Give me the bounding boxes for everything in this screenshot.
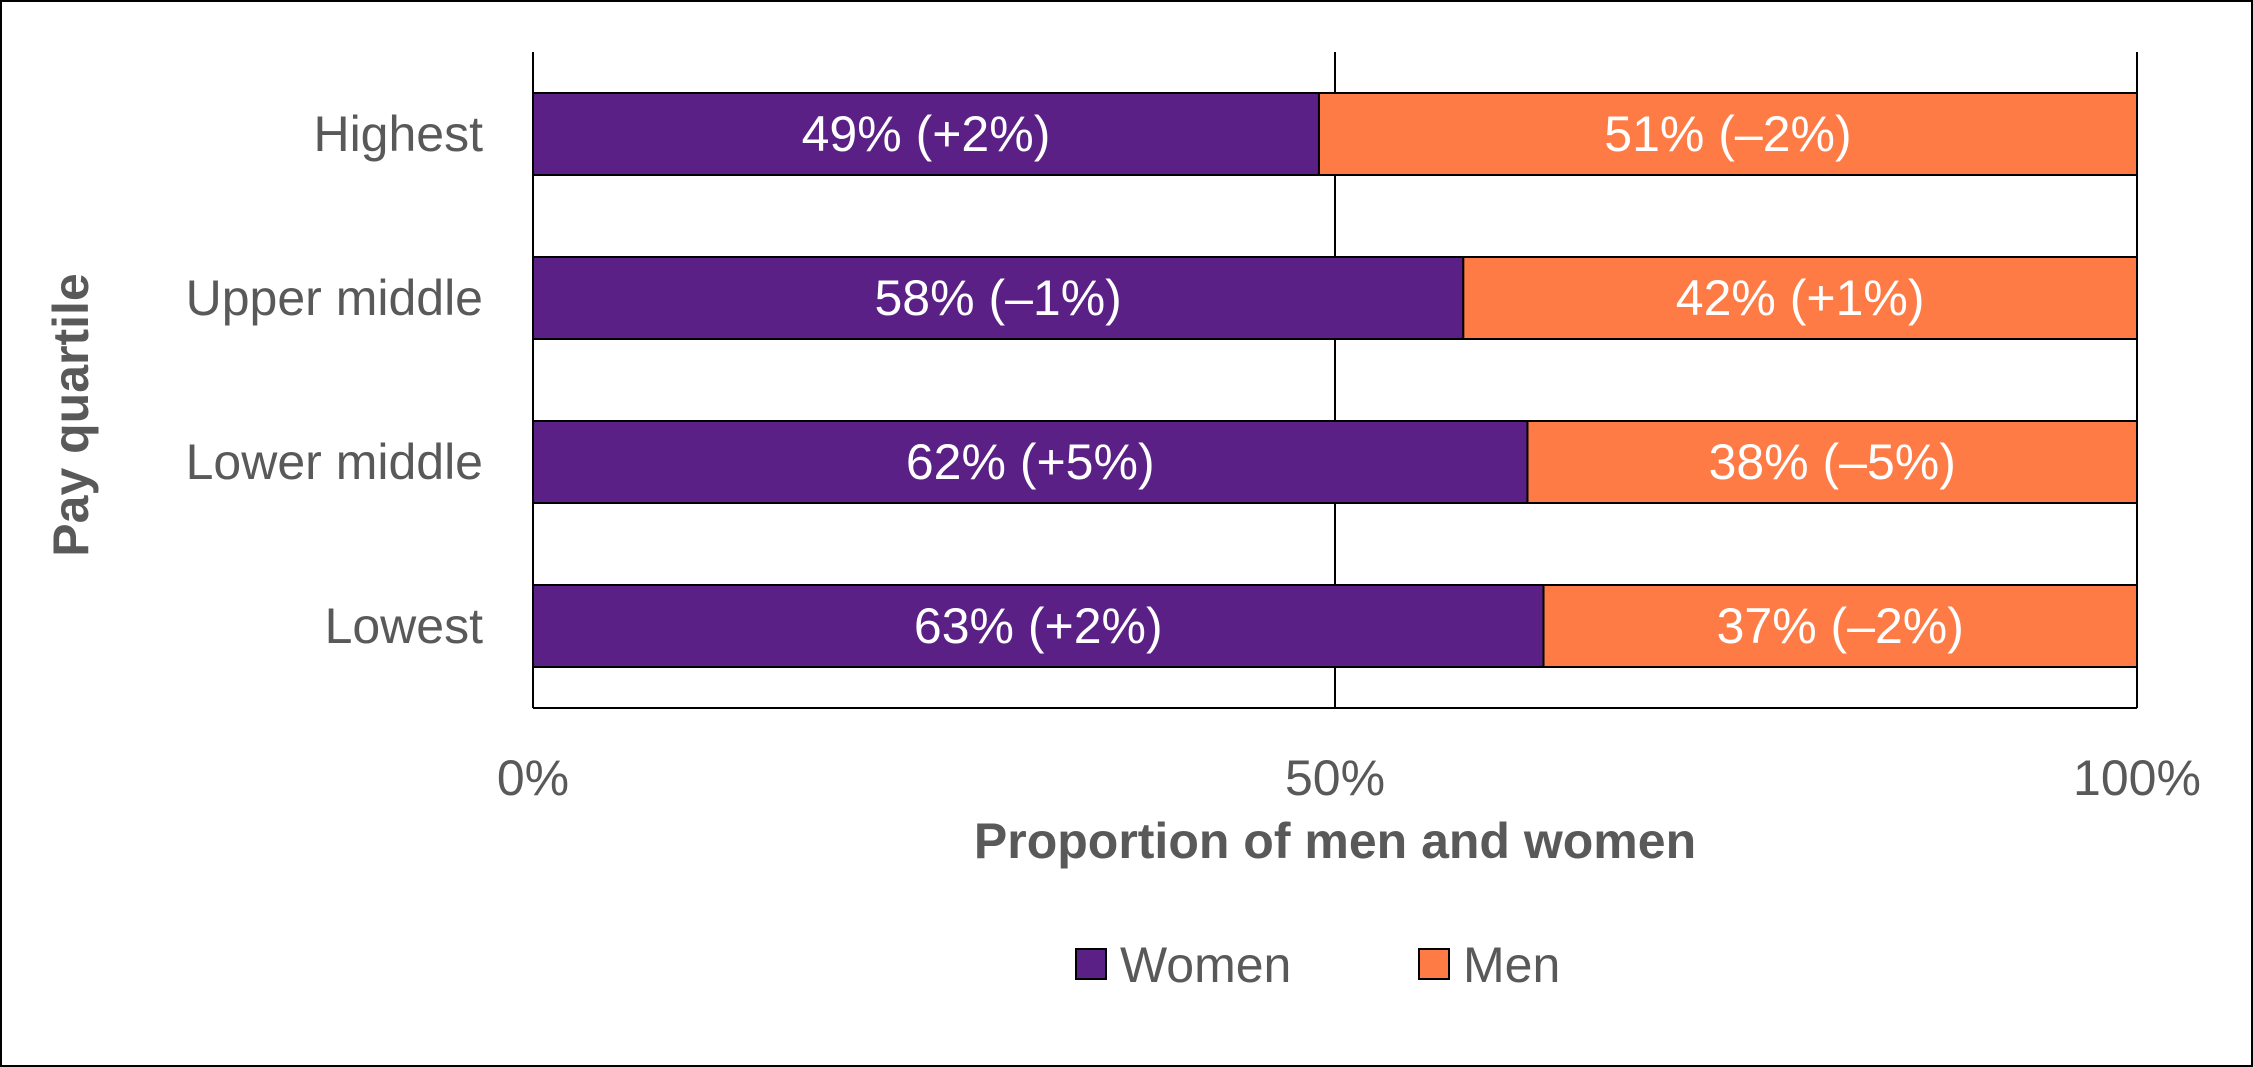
- category-label-0: Highest: [313, 106, 483, 162]
- bar-women-2: [532, 420, 1529, 504]
- legend-swatch-men: [1418, 948, 1450, 980]
- bar-labels: 49% (+2%) 51% (–2%) 58% (–1%) 42% (+1%) 62% …: [802, 106, 1964, 654]
- data-label-women-2: 62% (+5%): [906, 434, 1155, 490]
- data-label-men-2: 38% (–5%): [1709, 434, 1956, 490]
- category-label-1: Upper middle: [186, 270, 483, 326]
- category-labels: Highest Upper middle Lower middle Lowest: [186, 106, 483, 654]
- x-tick-label-2: 100%: [2073, 750, 2201, 806]
- data-label-men-0: 51% (–2%): [1604, 106, 1851, 162]
- bar-women-0: [532, 92, 1320, 176]
- bar-men-3: [1542, 584, 2138, 668]
- bar-men-0: [1317, 92, 2138, 176]
- data-label-women-1: 58% (–1%): [874, 270, 1121, 326]
- x-tick-labels: 0% 50% 100%: [497, 750, 2201, 806]
- x-tick-label-1: 50%: [1285, 750, 1385, 806]
- category-label-2: Lower middle: [186, 434, 483, 490]
- y-axis-title: Pay quartile: [43, 273, 99, 556]
- data-label-women-3: 63% (+2%): [914, 598, 1163, 654]
- data-label-men-3: 37% (–2%): [1717, 598, 1964, 654]
- data-label-men-1: 42% (+1%): [1676, 270, 1925, 326]
- bar-men-2: [1526, 420, 2138, 504]
- legend: Women Men: [1075, 937, 1560, 993]
- x-tick-label-0: 0%: [497, 750, 569, 806]
- x-axis-title: Proportion of men and women: [974, 813, 1696, 869]
- data-label-women-0: 49% (+2%): [802, 106, 1051, 162]
- bar-men-1: [1462, 256, 2138, 340]
- legend-swatch-women: [1075, 948, 1107, 980]
- legend-label-men: Men: [1463, 937, 1560, 993]
- bar-women-1: [532, 256, 1465, 340]
- bars: [532, 92, 2138, 668]
- legend-label-women: Women: [1120, 937, 1291, 993]
- category-label-3: Lowest: [325, 598, 484, 654]
